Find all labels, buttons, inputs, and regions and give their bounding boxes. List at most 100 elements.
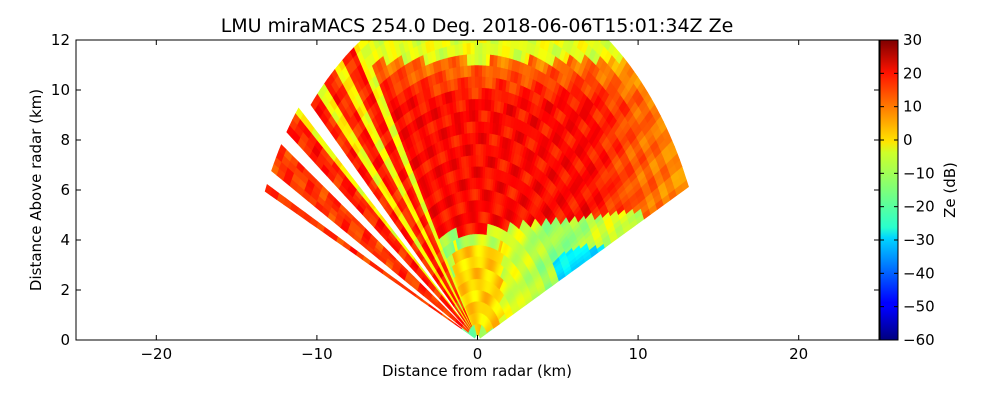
y-tick-label: 0 [60,331,70,349]
radar-cell [480,109,485,122]
x-tick-label: −20 [140,345,172,363]
colorbar-tick-label: −10 [903,164,935,182]
radar-cell [470,53,475,66]
radar-cell [392,40,399,48]
radar-cell [361,40,369,47]
radar-cell [477,42,483,55]
radar-cell [477,109,482,122]
radar-cell [477,132,482,145]
radar-cell [382,40,388,44]
y-axis: 0 2 4 6 8 10 12 [51,31,879,349]
radar-cell [493,40,499,45]
radar-cell [481,40,487,44]
chart-title: LMU miraMACS 254.0 Deg. 2018-06-06T15:01… [221,15,734,37]
radar-cell [457,40,463,45]
radar-cell [481,64,486,77]
radar-cell [535,40,542,48]
radar-cell [477,87,482,100]
colorbar-tick-label: −40 [903,264,935,282]
radar-cell [497,40,503,46]
y-tick-label: 8 [60,131,70,149]
radar-cell [489,40,495,44]
radar-cell [480,98,485,111]
radar-cell [477,143,481,156]
radar-cell [419,40,426,45]
radar-cell [485,42,491,55]
y-tick-label: 6 [60,181,70,199]
radar-cell [477,40,483,43]
radar-cell [480,120,485,134]
colorbar-tick-label: −30 [903,231,935,249]
radar-cell [388,274,397,284]
colorbar [879,39,899,341]
radar-cell [355,250,364,261]
radar-cell [557,40,565,49]
x-axis-label: Distance from radar (km) [382,362,572,380]
radar-cell [587,40,596,49]
radar-cell [484,64,490,78]
radar-cell [501,40,507,47]
radar-cell [395,279,404,288]
radar-cell [553,40,560,46]
radar-cell [481,53,487,66]
x-tick-label: 20 [789,345,808,363]
radar-cell [470,64,475,77]
x-tick-label: 0 [473,345,483,363]
radar-cell [428,303,436,311]
radar-cell [505,40,512,48]
radar-cell [477,76,482,88]
radar-cell [477,166,481,178]
radar-cell [362,255,371,265]
colorbar-tick-label: 20 [903,64,922,82]
colorbar-tick-label: 10 [903,98,922,116]
radar-cell [377,40,384,47]
radar-cell [406,40,414,51]
radar-cell [424,40,430,43]
radar-cell [599,40,607,47]
radar-cell [527,40,533,44]
radar-cell [441,40,447,48]
radar-cell [473,53,479,66]
radar-cell [531,40,537,46]
radar-cell [477,154,481,167]
plot-area [264,40,689,339]
radar-cell [477,64,483,77]
radar-cell [470,75,476,89]
radar-cell [517,40,524,52]
radar-cell [408,289,417,297]
radar-cell [264,184,273,196]
radar-cell [469,40,475,44]
radar-cell [477,188,481,201]
radar-cell [421,298,430,307]
radar-cell [474,87,479,100]
y-axis-label: Distance Above radar (km) [27,89,45,291]
radar-cell [474,64,479,77]
radar-cell [513,40,520,50]
radar-cell [474,143,479,156]
colorbar-tick-label: 0 [903,131,913,149]
radar-cell [461,40,467,44]
y-tick-label: 4 [60,231,70,249]
radar-cell [401,284,410,293]
y-tick-label: 2 [60,281,70,299]
radar-cell [471,98,476,111]
radar-cell [477,98,482,111]
radar-cell [583,40,591,45]
radar-cell [414,293,423,302]
y-tick-label: 10 [51,81,70,99]
colorbar-label: Ze (dB) [941,162,959,218]
radar-cell [480,87,486,100]
radar-cell [453,40,459,46]
radar-cell [477,53,483,66]
radar-cell [415,40,422,47]
radar-cell [474,132,479,145]
radar-cell [481,75,486,89]
radar-cell [469,42,475,55]
radar-cell [539,40,546,50]
radar-cell [372,40,380,50]
x-tick-label: 10 [629,345,648,363]
radar-cell [485,40,491,44]
radar-cell [568,40,575,45]
radar-cell [477,121,482,133]
